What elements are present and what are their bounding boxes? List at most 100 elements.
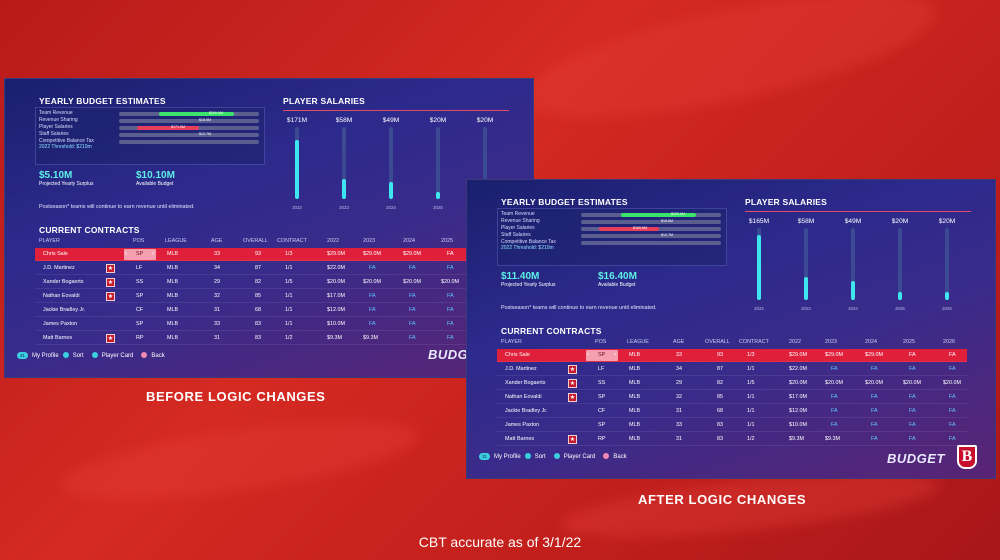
salary-bar-fill [295,139,299,199]
league: MLB [629,394,641,400]
available-budget-value: $10.10M [136,170,175,181]
column-header[interactable]: 2025 [441,238,453,244]
column-header[interactable]: 2024 [865,339,877,345]
contract-row[interactable]: J.D. Martinez ★ LF MLB 34 87 1/1 $22.0M FA FA FA FA [497,363,967,376]
column-header[interactable]: 2022 [327,238,339,244]
contract-row[interactable]: Jackie Bradley Jr. CF MLB 31 68 1/1 $12.0M FA FA… [35,304,505,317]
contracts-header: PLAYER POS LEAGUE AGE OVERALL CONTRACT 2022 202… [5,236,533,246]
column-header[interactable]: CONTRACT [739,339,769,345]
surplus-label: Projected Yearly Surplus [39,181,94,187]
salary-year-value: $9.3M [789,436,804,442]
salary-year-value: FA [369,321,376,327]
overall-rating: 93 [717,352,723,358]
salary-amount: $49M [844,218,862,225]
sort-button[interactable]: Sort [62,352,88,359]
salary-column: $20M [423,117,453,207]
pos-selector[interactable] [124,249,156,260]
position: SP [136,321,144,327]
salary-year-value: FA [409,321,416,327]
column-header[interactable]: POS [595,339,607,345]
contract-row[interactable]: Nathan Eovaldi ★ SP MLB 32 85 1/1 $17.0M FA FA FA [35,290,505,303]
column-header[interactable]: OVERALL [243,238,268,244]
salary-year-value: FA [447,265,454,271]
contract-row[interactable]: James Paxton SP MLB 33 83 1/1 $10.0M FA FA FA FA [497,419,967,432]
cbt-threshold: 2022 Threshold: $210m [39,144,92,150]
player-name: Jackie Bradley Jr. [505,408,548,414]
column-header[interactable]: AGE [211,238,223,244]
column-header[interactable]: AGE [673,339,685,345]
salary-column: $165M [744,218,774,308]
salary-year: 2024 [386,205,396,210]
salary-year-value: $29.0M [403,251,421,257]
league: MLB [167,335,179,341]
contract-years: 1/1 [285,307,293,313]
column-header[interactable]: LEAGUE [165,238,187,244]
position: LF [598,366,605,372]
all-star-icon: ★ [568,435,577,444]
column-header[interactable]: 2023 [825,339,837,345]
budget-screen: YEARLY BUDGET ESTIMATES Team Revenue $209.… [5,79,533,377]
salary-year-value: FA [831,408,838,414]
contract-row[interactable]: James Paxton SP MLB 33 83 1/1 $10.0M FA FA FA [35,318,505,331]
salary-year-value: FA [447,307,454,313]
contract-row[interactable]: Nathan Eovaldi ★ SP MLB 32 85 1/1 $17.0M FA FA FA F… [497,391,967,404]
contract-row[interactable]: Chris Sale ‹ › SP MLB 33 93 1/3 $29.0M $29.0M $29.… [497,349,967,362]
arrow-left-icon[interactable]: ‹ [125,251,127,257]
profile-badge[interactable]: 31 [17,352,29,359]
salary-year: 2024 [848,306,858,311]
surplus-value: $5.10M [39,170,73,181]
player-card-button[interactable]: Player Card [553,453,600,460]
salary-year-value: $17.0M [789,394,807,400]
salary-year-value: $29.0M [327,251,345,257]
column-header[interactable]: 2025 [903,339,915,345]
budget-row-fill [159,111,234,116]
column-header[interactable]: 2024 [403,238,415,244]
age: 34 [214,265,220,271]
available-budget-value: $16.40M [598,271,637,282]
my-profile-button[interactable]: My Profile [494,454,521,460]
budget-row-value: $12.7M [199,132,211,136]
contract-row[interactable]: Matt Barnes ★ RP MLB 31 83 1/2 $9.3M $9.3M FA FA FA [497,433,967,446]
overall-rating: 83 [255,335,261,341]
column-header[interactable]: PLAYER [501,339,522,345]
column-header[interactable]: OVERALL [705,339,730,345]
league: MLB [629,380,641,386]
salary-year-value: $9.3M [327,335,342,341]
arrow-right-icon[interactable]: › [614,352,616,358]
player-name: J.D. Martinez [505,366,537,372]
contract-row[interactable]: Xander Bogaerts ★ SS MLB 29 82 1/5 $20.0M $20.0M… [35,276,505,289]
column-header[interactable]: POS [133,238,145,244]
budget-estimates-title: YEARLY BUDGET ESTIMATES [501,197,628,207]
contract-row[interactable]: Matt Barnes ★ RP MLB 31 83 1/2 $9.3M $9.3M FA FA [35,332,505,345]
column-header[interactable]: LEAGUE [627,339,649,345]
profile-badge[interactable]: 31 [479,453,491,460]
arrow-left-icon[interactable]: ‹ [587,352,589,358]
column-header[interactable]: 2022 [789,339,801,345]
player-card-button[interactable]: Player Card [91,352,138,359]
contract-row[interactable]: J.D. Martinez ★ LF MLB 34 87 1/1 $22.0M FA FA FA [35,262,505,275]
contract-row[interactable]: Chris Sale ‹ › SP MLB 33 93 1/3 $29.0M $29.0M $29.… [35,248,505,261]
pos-selector[interactable] [586,350,618,361]
overall-rating: 87 [717,366,723,372]
contract-row[interactable]: Jackie Bradley Jr. CF MLB 31 68 1/1 $12.0M FA FA… [497,405,967,418]
column-header[interactable]: PLAYER [39,238,60,244]
overall-rating: 68 [255,307,261,313]
controls-footer: 31 My Profile Sort Player Card Back [17,352,173,362]
salary-year-value: $9.3M [825,436,840,442]
column-header[interactable]: CONTRACT [277,238,307,244]
after-caption: AFTER LOGIC CHANGES [638,492,807,507]
my-profile-button[interactable]: My Profile [32,353,59,359]
salary-year-value: FA [871,408,878,414]
sort-button[interactable]: Sort [524,453,550,460]
budget-row-value: $209.0M [209,111,223,115]
column-header[interactable]: 2026 [943,339,955,345]
budget-row-track: $18.6M [581,219,721,224]
column-header[interactable]: 2023 [363,238,375,244]
arrow-right-icon[interactable]: › [152,251,154,257]
age: 31 [214,335,220,341]
contract-row[interactable]: Xander Bogaerts ★ SS MLB 29 82 1/5 $20.0M $20.0M… [497,377,967,390]
back-button[interactable]: Back [141,352,168,359]
back-button[interactable]: Back [603,453,630,460]
age: 32 [214,293,220,299]
salary-amount: $20M [476,117,494,124]
